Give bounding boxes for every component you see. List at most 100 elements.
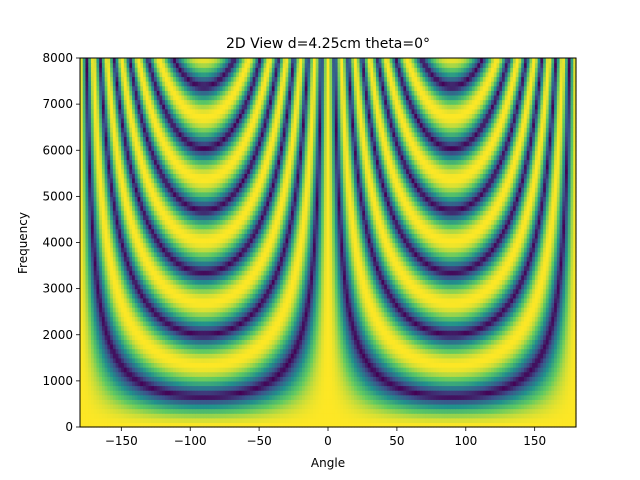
- heatmap-cell: [389, 413, 393, 419]
- heatmap-cell: [175, 385, 180, 391]
- heatmap-cell: [266, 417, 270, 423]
- heatmap-cell: [134, 417, 139, 423]
- heatmap-cell: [367, 422, 372, 428]
- heatmap-cell: [269, 413, 273, 419]
- heatmap-cell: [480, 394, 484, 400]
- heatmap-cell: [493, 413, 498, 419]
- heatmap-cell: [565, 399, 569, 405]
- heatmap-cell: [430, 403, 435, 410]
- heatmap-cell: [463, 390, 467, 396]
- heatmap-cell: [159, 394, 163, 400]
- heatmap-cell: [364, 422, 369, 428]
- heatmap-cell: [299, 394, 303, 400]
- heatmap-cell: [389, 390, 393, 396]
- heatmap-cell: [562, 399, 566, 405]
- heatmap-cell: [241, 399, 246, 405]
- heatmap-cell: [260, 399, 265, 405]
- heatmap-cell: [326, 408, 330, 414]
- heatmap-cell: [112, 413, 117, 419]
- heatmap-cell: [395, 394, 399, 400]
- heatmap-cell: [178, 399, 182, 405]
- heatmap-cell: [280, 417, 284, 423]
- heatmap-cell: [452, 390, 457, 396]
- heatmap-cell: [312, 399, 317, 405]
- heatmap-cell: [521, 390, 525, 396]
- heatmap-cell: [559, 385, 563, 391]
- heatmap-cell: [227, 413, 232, 419]
- heatmap-cell: [343, 422, 347, 428]
- heatmap-cell: [474, 385, 478, 391]
- heatmap-cell: [469, 399, 473, 405]
- heatmap-cell: [406, 413, 410, 419]
- heatmap-cell: [392, 394, 396, 400]
- heatmap-cell: [403, 413, 407, 419]
- heatmap-cell: [438, 390, 443, 396]
- heatmap-cell: [318, 399, 322, 405]
- heatmap-cell: [474, 390, 478, 396]
- heatmap-cell: [419, 399, 424, 405]
- heatmap-cell: [343, 394, 347, 400]
- heatmap-cell: [266, 413, 270, 419]
- heatmap-cell: [367, 390, 372, 396]
- heatmap-cell: [123, 403, 128, 410]
- heatmap-cell: [258, 394, 262, 400]
- heatmap-cell: [312, 403, 317, 410]
- heatmap-cell: [137, 390, 141, 396]
- heatmap-cell: [244, 417, 248, 423]
- heatmap-cell: [208, 413, 213, 419]
- heatmap-cell: [348, 408, 352, 414]
- heatmap-cell: [466, 408, 470, 414]
- heatmap-cell: [293, 390, 298, 396]
- heatmap-cell: [436, 417, 440, 423]
- heatmap-cell: [167, 403, 172, 410]
- heatmap-cell: [244, 413, 248, 419]
- heatmap-cell: [474, 417, 478, 423]
- heatmap-cell: [151, 385, 155, 391]
- heatmap-cell: [496, 422, 500, 428]
- heatmap-cell: [126, 413, 130, 419]
- heatmap-cell: [164, 417, 169, 423]
- heatmap-cell: [554, 408, 558, 414]
- heatmap-cell: [233, 390, 237, 396]
- heatmap-cell: [110, 403, 114, 410]
- heatmap-cell: [417, 394, 421, 400]
- heatmap-cell: [219, 394, 224, 400]
- heatmap-cell: [258, 413, 262, 419]
- heatmap-cell: [244, 422, 248, 428]
- heatmap-cell: [99, 422, 103, 428]
- heatmap-cell: [159, 390, 163, 396]
- heatmap-cell: [480, 403, 484, 410]
- heatmap-cell: [411, 394, 415, 400]
- heatmap-cell: [107, 413, 111, 419]
- heatmap-cell: [269, 403, 273, 410]
- heatmap-cell: [104, 413, 108, 419]
- heatmap-cell: [414, 422, 418, 428]
- heatmap-cell: [395, 385, 399, 391]
- heatmap-cell: [340, 408, 344, 414]
- heatmap-cell: [562, 417, 566, 423]
- heatmap-cell: [307, 390, 311, 396]
- heatmap-cell: [126, 417, 130, 423]
- heatmap-cell: [214, 390, 218, 396]
- heatmap-cell: [137, 394, 141, 400]
- heatmap-cell: [159, 408, 163, 414]
- heatmap-cell: [236, 417, 240, 423]
- heatmap-cell: [143, 390, 147, 396]
- heatmap-cell: [143, 413, 147, 419]
- heatmap-cell: [378, 403, 383, 410]
- heatmap-cell: [532, 408, 536, 414]
- heatmap-cell: [214, 422, 218, 428]
- heatmap-cell: [493, 390, 498, 396]
- heatmap-cell: [206, 394, 210, 400]
- heatmap-cell: [518, 399, 522, 405]
- heatmap-cell: [88, 417, 92, 423]
- heatmap-cell: [291, 394, 295, 400]
- heatmap-cell: [162, 385, 166, 391]
- heatmap-cell: [217, 413, 221, 419]
- heatmap-cell: [151, 390, 155, 396]
- heatmap-cell: [359, 394, 363, 400]
- heatmap-cell: [359, 417, 363, 423]
- heatmap-cell: [222, 394, 226, 400]
- heatmap-cell: [384, 417, 388, 423]
- heatmap-cell: [145, 399, 150, 405]
